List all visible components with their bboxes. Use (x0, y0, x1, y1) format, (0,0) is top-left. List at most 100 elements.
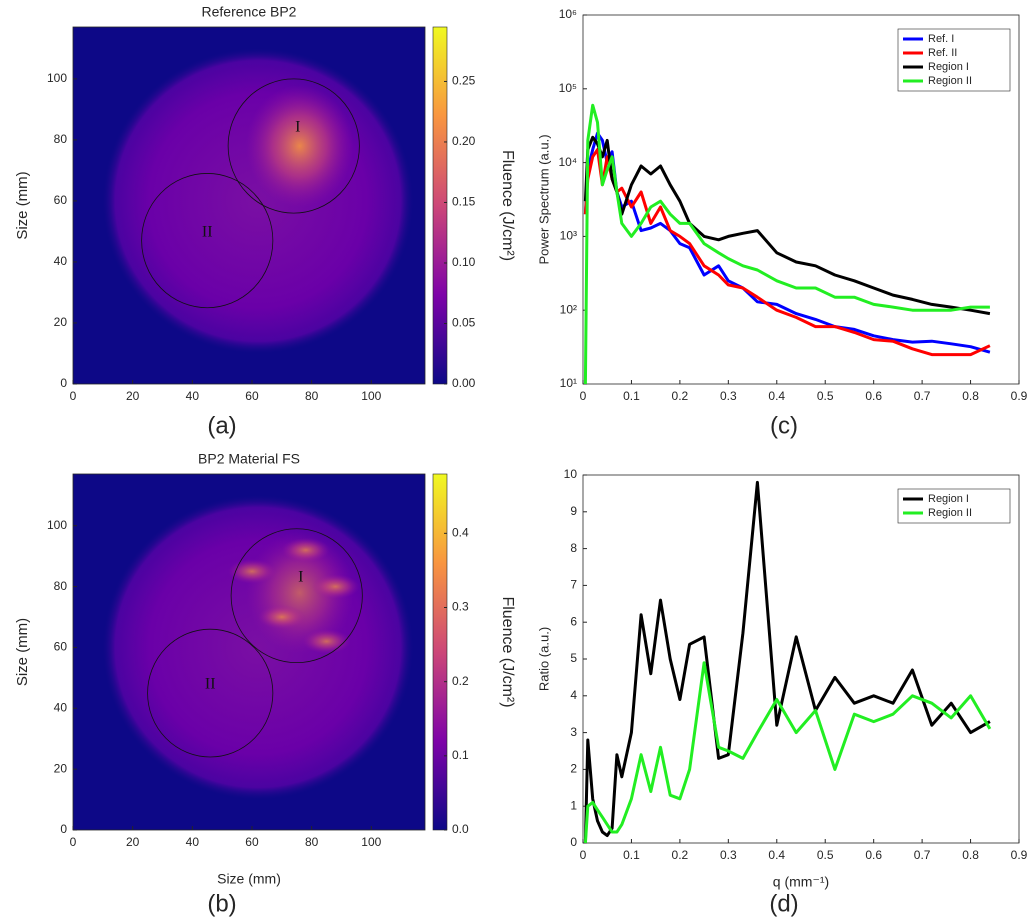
x-tick-label: 0.3 (720, 389, 737, 403)
x-tick-label: 60 (245, 389, 259, 403)
panel-label: (d) (769, 890, 798, 917)
panel-label: (a) (207, 412, 236, 439)
hot-spot (246, 84, 354, 208)
x-axis-label: q (mm⁻¹) (773, 874, 829, 890)
colorbar-tick-label: 0.05 (452, 316, 476, 330)
y-tick-label: 60 (54, 640, 68, 654)
colorbar (432, 26, 448, 385)
legend-label: Region I (928, 61, 969, 73)
x-tick-label: 60 (245, 835, 259, 849)
data-line (583, 135, 991, 316)
x-tick-label: 0.7 (914, 389, 931, 403)
data-line (583, 103, 990, 385)
legend-label: Region I (928, 493, 969, 505)
colorbar-tick-label: 0.3 (452, 600, 469, 614)
beam-profile (102, 48, 414, 354)
y-tick-label: 9 (570, 504, 577, 518)
y-tick-label: 100 (47, 71, 67, 85)
x-tick-label: 0.8 (962, 389, 979, 403)
colorbar-tick-label: 0.2 (452, 674, 469, 688)
y-tick-label: 0 (570, 835, 577, 849)
x-tick-label: 0.2 (672, 848, 689, 862)
data-line (583, 661, 992, 844)
y-tick-label: 0 (60, 822, 67, 836)
x-tick-label: 100 (361, 835, 381, 849)
x-tick-label: 0.1 (623, 848, 640, 862)
hot-spot (281, 537, 330, 563)
y-axis-label: Size (mm) (14, 618, 31, 686)
region-circle (141, 173, 274, 309)
x-tick-label: 20 (126, 835, 140, 849)
y-tick-label: 6 (570, 614, 577, 628)
colorbar-tick-label: 0.25 (452, 74, 476, 88)
colorbar-tick-label: 0.4 (452, 526, 469, 540)
legend-label: Ref. I (928, 33, 954, 45)
legend-label: Region II (928, 75, 972, 87)
legend-label: Region II (928, 507, 972, 519)
x-tick-label: 80 (305, 835, 319, 849)
y-tick-label: 4 (570, 688, 577, 702)
y-axis-label: Ratio (a.u.) (536, 627, 551, 691)
y-tick-label: 80 (54, 132, 68, 146)
plot-frame (72, 26, 426, 385)
hot-spot (311, 574, 360, 599)
y-tick-label: 10² (560, 302, 577, 316)
x-tick-label: 80 (305, 389, 319, 403)
hot-spot (257, 604, 306, 630)
colorbar-tick-label: 0.1 (452, 748, 469, 762)
colorbar-label: Fluence (J/cm²) (499, 596, 516, 707)
chart-title: Reference BP2 (202, 4, 297, 20)
x-tick-label: 0.8 (962, 848, 979, 862)
x-tick-label: 0 (70, 389, 77, 403)
beam-profile (102, 495, 414, 800)
y-axis-label: Size (mm) (14, 171, 31, 239)
data-line (583, 131, 991, 354)
x-tick-label: 0.4 (768, 389, 785, 403)
y-tick-label: 10³ (560, 229, 577, 243)
y-tick-label: 3 (570, 725, 577, 739)
y-tick-label: 2 (570, 762, 577, 776)
y-tick-label: 20 (54, 761, 68, 775)
x-tick-label: 0.9 (1011, 848, 1028, 862)
y-tick-label: 1 (570, 798, 577, 812)
x-tick-label: 0.6 (865, 848, 882, 862)
x-tick-label: 0.2 (672, 389, 689, 403)
x-tick-label: 0 (580, 389, 587, 403)
colorbar-tick-label: 0.10 (452, 255, 476, 269)
y-tick-label: 10⁶ (559, 7, 577, 21)
x-tick-label: 0 (70, 835, 77, 849)
x-tick-label: 0 (580, 848, 587, 862)
region-label: I (298, 568, 303, 585)
y-tick-label: 7 (570, 578, 577, 592)
x-tick-label: 0.5 (817, 389, 834, 403)
x-tick-label: 0.4 (768, 848, 785, 862)
y-tick-label: 10⁴ (558, 155, 577, 169)
y-tick-label: 10 (564, 467, 578, 481)
colorbar-tick-label: 0.00 (452, 376, 476, 390)
y-tick-label: 5 (570, 651, 577, 665)
y-tick-label: 80 (54, 579, 68, 593)
y-tick-label: 40 (54, 700, 68, 714)
x-tick-label: 0.5 (817, 848, 834, 862)
x-axis-label: Size (mm) (217, 871, 281, 887)
x-tick-label: 0.7 (914, 848, 931, 862)
y-tick-label: 10⁵ (559, 81, 577, 95)
x-tick-label: 40 (186, 389, 200, 403)
plot-frame (72, 473, 426, 831)
region-label: II (202, 223, 213, 240)
data-line (583, 148, 991, 357)
y-tick-label: 60 (54, 193, 68, 207)
colorbar-tick-label: 0.15 (452, 195, 476, 209)
x-tick-label: 20 (126, 389, 140, 403)
x-tick-label: 0.1 (623, 389, 640, 403)
y-tick-label: 100 (47, 518, 67, 532)
legend-box (897, 488, 1011, 524)
x-tick-label: 0.3 (720, 848, 737, 862)
colorbar-tick-label: 0.20 (452, 134, 476, 148)
colorbar-label: Fluence (J/cm²) (499, 150, 516, 261)
panel-label: (b) (207, 890, 236, 917)
chart-title: BP2 Material FS (198, 451, 300, 467)
x-tick-label: 0.6 (865, 389, 882, 403)
y-tick-label: 10¹ (560, 376, 577, 390)
